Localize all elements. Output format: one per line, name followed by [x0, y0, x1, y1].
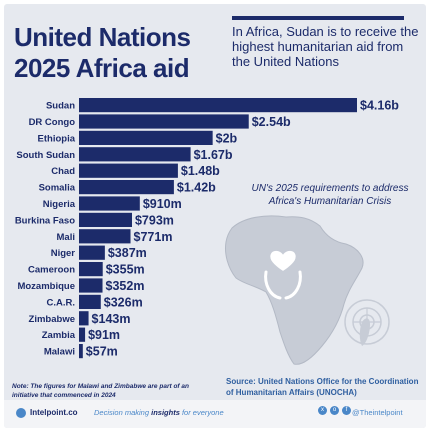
- value-label: $793m: [135, 213, 174, 227]
- tagline: Decision making insights for everyone: [94, 408, 224, 417]
- value-label: $1.67b: [194, 148, 233, 162]
- category-label: South Sudan: [16, 150, 75, 161]
- title-line-2: 2025 Africa aid: [14, 53, 190, 83]
- bar: [79, 262, 103, 277]
- value-label: $1.42b: [177, 181, 216, 195]
- intelpoint-logo-icon: [16, 408, 26, 418]
- brand-name: Intelpoint.co: [30, 408, 78, 417]
- bar: [79, 294, 101, 309]
- subtitle: In Africa, Sudan is to receive the highe…: [232, 24, 419, 69]
- bar: [79, 98, 357, 113]
- x-icon[interactable]: x: [318, 406, 327, 415]
- instagram-icon[interactable]: o: [330, 406, 339, 415]
- category-label: Somalia: [39, 183, 76, 194]
- hands-heart-icon: [264, 250, 302, 300]
- bar: [79, 212, 132, 227]
- category-label: C.A.R.: [47, 297, 76, 308]
- category-label: Mozambique: [17, 281, 75, 292]
- infographic-card: United Nations 2025 Africa aid In Africa…: [4, 4, 426, 428]
- value-label: $387m: [108, 246, 147, 260]
- category-label: Zimbabwe: [29, 314, 75, 325]
- source-text: Source: United Nations Office for the Co…: [226, 377, 419, 397]
- value-label: $355m: [106, 263, 145, 277]
- category-label: Malawi: [44, 347, 75, 358]
- tagline-pre: Decision making: [94, 408, 152, 417]
- bar: [79, 311, 89, 326]
- value-label: $57m: [86, 345, 118, 359]
- africa-map-illustration: [225, 215, 370, 365]
- footnote: Note: The figures for Malawi and Zimbabw…: [12, 383, 189, 399]
- bar: [79, 229, 131, 244]
- un-emblem-icon: [344, 299, 390, 345]
- bar: [79, 245, 105, 260]
- category-label: Nigeria: [43, 199, 76, 210]
- social-icons: x o f: [318, 406, 351, 415]
- category-label: Chad: [51, 166, 75, 177]
- chart-area: Sudan $4.16b DR Congo $2.54b Ethiopia $2b Sout…: [15, 98, 399, 365]
- value-label: $2b: [216, 131, 238, 145]
- value-label: $4.16b: [360, 99, 399, 113]
- chart-annotation: UN's 2025 requirements to address Africa…: [251, 183, 409, 207]
- category-label: Burkina Faso: [15, 215, 75, 226]
- bar: [79, 147, 191, 162]
- value-label: $2.54b: [252, 115, 291, 129]
- title-line-1: United Nations: [14, 22, 191, 52]
- value-label: $91m: [88, 328, 120, 342]
- subtitle-accent-bar: [232, 16, 404, 20]
- value-label: $352m: [106, 279, 145, 293]
- bar: [79, 344, 83, 359]
- bar: [79, 180, 174, 195]
- value-label: $143m: [92, 312, 131, 326]
- category-label: DR Congo: [29, 117, 76, 128]
- value-label: $1.48b: [181, 164, 220, 178]
- bar: [79, 114, 249, 129]
- category-label: Cameroon: [28, 265, 75, 276]
- bar: [79, 130, 213, 145]
- tagline-bold: insights: [151, 408, 180, 417]
- value-label: $771m: [134, 230, 173, 244]
- bar: [79, 163, 178, 178]
- facebook-icon[interactable]: f: [342, 406, 351, 415]
- africa-map-shape: [225, 215, 364, 365]
- value-label: $326m: [104, 295, 143, 309]
- category-label: Sudan: [46, 101, 75, 112]
- bar: [79, 327, 86, 342]
- footer: Intelpoint.co Decision making insights f…: [4, 400, 426, 428]
- page-title: United Nations 2025 Africa aid: [14, 22, 191, 84]
- bar: [79, 196, 140, 211]
- bar: [79, 278, 103, 293]
- bar-chart: Sudan $4.16b DR Congo $2.54b Ethiopia $2b Sout…: [15, 98, 399, 359]
- category-label: Ethiopia: [38, 133, 76, 144]
- category-label: Zambia: [42, 330, 76, 341]
- social-handle[interactable]: @Theintelpoint: [352, 408, 403, 417]
- category-label: Mali: [57, 232, 75, 243]
- value-label: $910m: [143, 197, 182, 211]
- category-label: Niger: [51, 248, 76, 259]
- tagline-post: for everyone: [179, 408, 224, 417]
